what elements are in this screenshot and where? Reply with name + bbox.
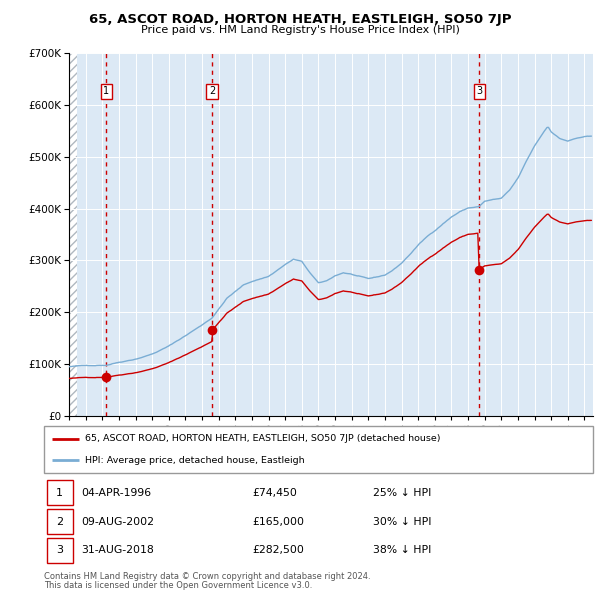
FancyBboxPatch shape [47,537,73,563]
Text: 04-APR-1996: 04-APR-1996 [81,488,151,498]
Text: This data is licensed under the Open Government Licence v3.0.: This data is licensed under the Open Gov… [44,581,312,590]
Text: 09-AUG-2002: 09-AUG-2002 [81,517,154,526]
Bar [69,53,77,416]
Text: 65, ASCOT ROAD, HORTON HEATH, EASTLEIGH, SO50 7JP (detached house): 65, ASCOT ROAD, HORTON HEATH, EASTLEIGH,… [85,434,440,443]
Text: 65, ASCOT ROAD, HORTON HEATH, EASTLEIGH, SO50 7JP: 65, ASCOT ROAD, HORTON HEATH, EASTLEIGH,… [89,13,511,26]
Text: Contains HM Land Registry data © Crown copyright and database right 2024.: Contains HM Land Registry data © Crown c… [44,572,370,581]
Text: 1: 1 [56,488,63,498]
Text: Price paid vs. HM Land Registry's House Price Index (HPI): Price paid vs. HM Land Registry's House … [140,25,460,35]
Text: £165,000: £165,000 [253,517,304,526]
Text: 25% ↓ HPI: 25% ↓ HPI [373,488,431,498]
Text: £282,500: £282,500 [253,545,304,555]
Text: 3: 3 [56,545,63,555]
Text: 1: 1 [103,86,109,96]
Text: 31-AUG-2018: 31-AUG-2018 [81,545,154,555]
Text: 38% ↓ HPI: 38% ↓ HPI [373,545,431,555]
FancyBboxPatch shape [47,480,73,506]
Text: £74,450: £74,450 [253,488,297,498]
Text: HPI: Average price, detached house, Eastleigh: HPI: Average price, detached house, East… [85,456,305,465]
FancyBboxPatch shape [44,426,593,473]
Text: 30% ↓ HPI: 30% ↓ HPI [373,517,432,526]
FancyBboxPatch shape [47,509,73,534]
Text: 2: 2 [209,86,215,96]
Text: 3: 3 [476,86,482,96]
Text: 2: 2 [56,517,63,526]
